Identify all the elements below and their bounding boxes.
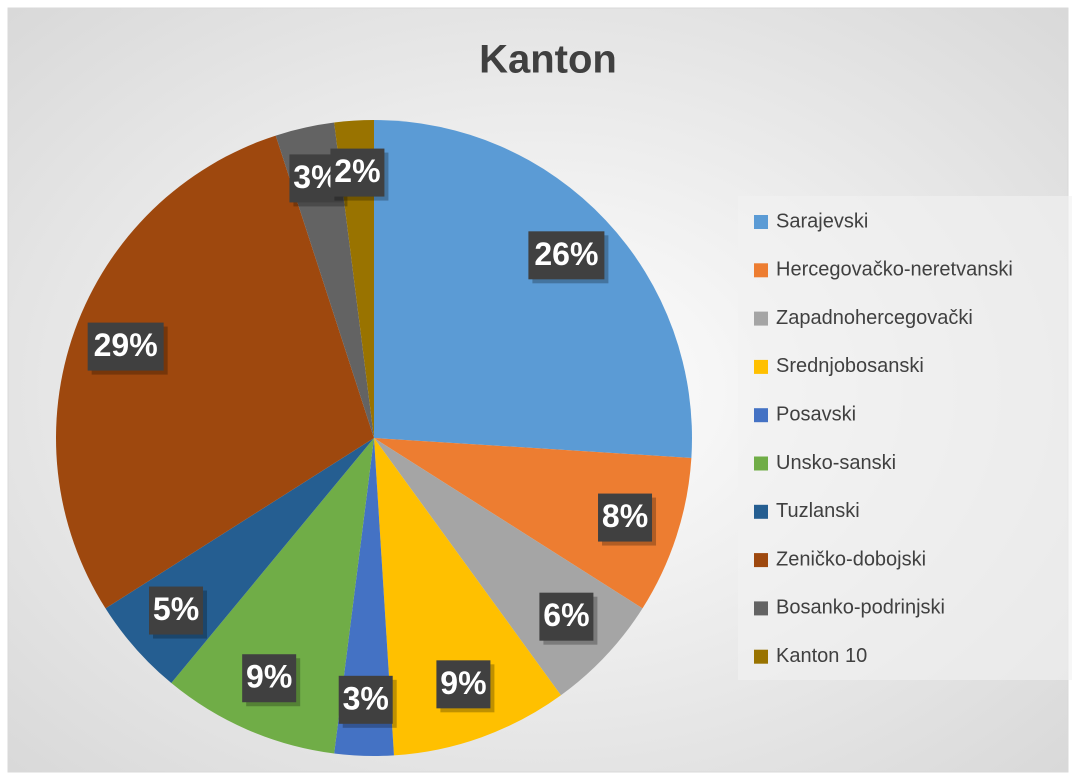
data-label: 2%	[334, 153, 380, 189]
data-label-box	[436, 660, 491, 709]
legend-label: Zeničko-dobojski	[776, 548, 926, 570]
legend-label: Tuzlanski	[776, 500, 860, 522]
legend-label: Hercegovačko-neretvanski	[776, 259, 1013, 281]
legend-swatch	[754, 263, 768, 278]
pie-slice	[374, 120, 692, 458]
data-label-box	[242, 654, 297, 703]
data-label-box	[338, 675, 393, 724]
data-label: 9%	[440, 665, 486, 701]
data-label: 29%	[94, 327, 158, 363]
pie-slice	[374, 438, 692, 609]
data-label-box	[528, 231, 605, 280]
data-label-box	[598, 493, 653, 542]
data-label: 9%	[246, 659, 292, 695]
legend-label: Srednjobosanski	[776, 355, 924, 377]
legend-swatch	[754, 504, 768, 519]
legend-label: Sarajevski	[776, 210, 868, 232]
legend-label: Posavski	[776, 403, 856, 425]
data-label: 6%	[543, 597, 589, 633]
data-label-box	[539, 592, 594, 641]
data-label-box	[330, 148, 385, 197]
legend-swatch	[754, 408, 768, 423]
legend-swatch	[754, 649, 768, 664]
data-label: 26%	[534, 236, 598, 272]
legend-swatch	[754, 601, 768, 616]
legend-swatch	[754, 456, 768, 471]
legend-swatch	[754, 553, 768, 568]
data-label-box	[87, 322, 164, 371]
pie-slice	[334, 120, 374, 438]
pie-slice	[56, 135, 374, 609]
legend-label: Kanton 10	[776, 645, 867, 667]
legend-swatch	[754, 215, 768, 229]
legend-swatch	[754, 311, 768, 326]
data-label-box	[149, 586, 204, 635]
legend-label: Zapadnohercegovački	[776, 307, 973, 329]
pie-slice	[171, 438, 374, 754]
data-label: 5%	[153, 591, 199, 627]
legend-box	[738, 196, 1072, 680]
data-label: 8%	[602, 498, 648, 534]
chart-title: Kanton	[479, 38, 617, 82]
legend-swatch	[754, 359, 768, 374]
pie-slice	[374, 438, 561, 756]
data-label: 3%	[343, 680, 389, 716]
legend-label: Bosanko-podrinjski	[776, 597, 945, 619]
legend-label: Unsko-sanski	[776, 452, 896, 474]
